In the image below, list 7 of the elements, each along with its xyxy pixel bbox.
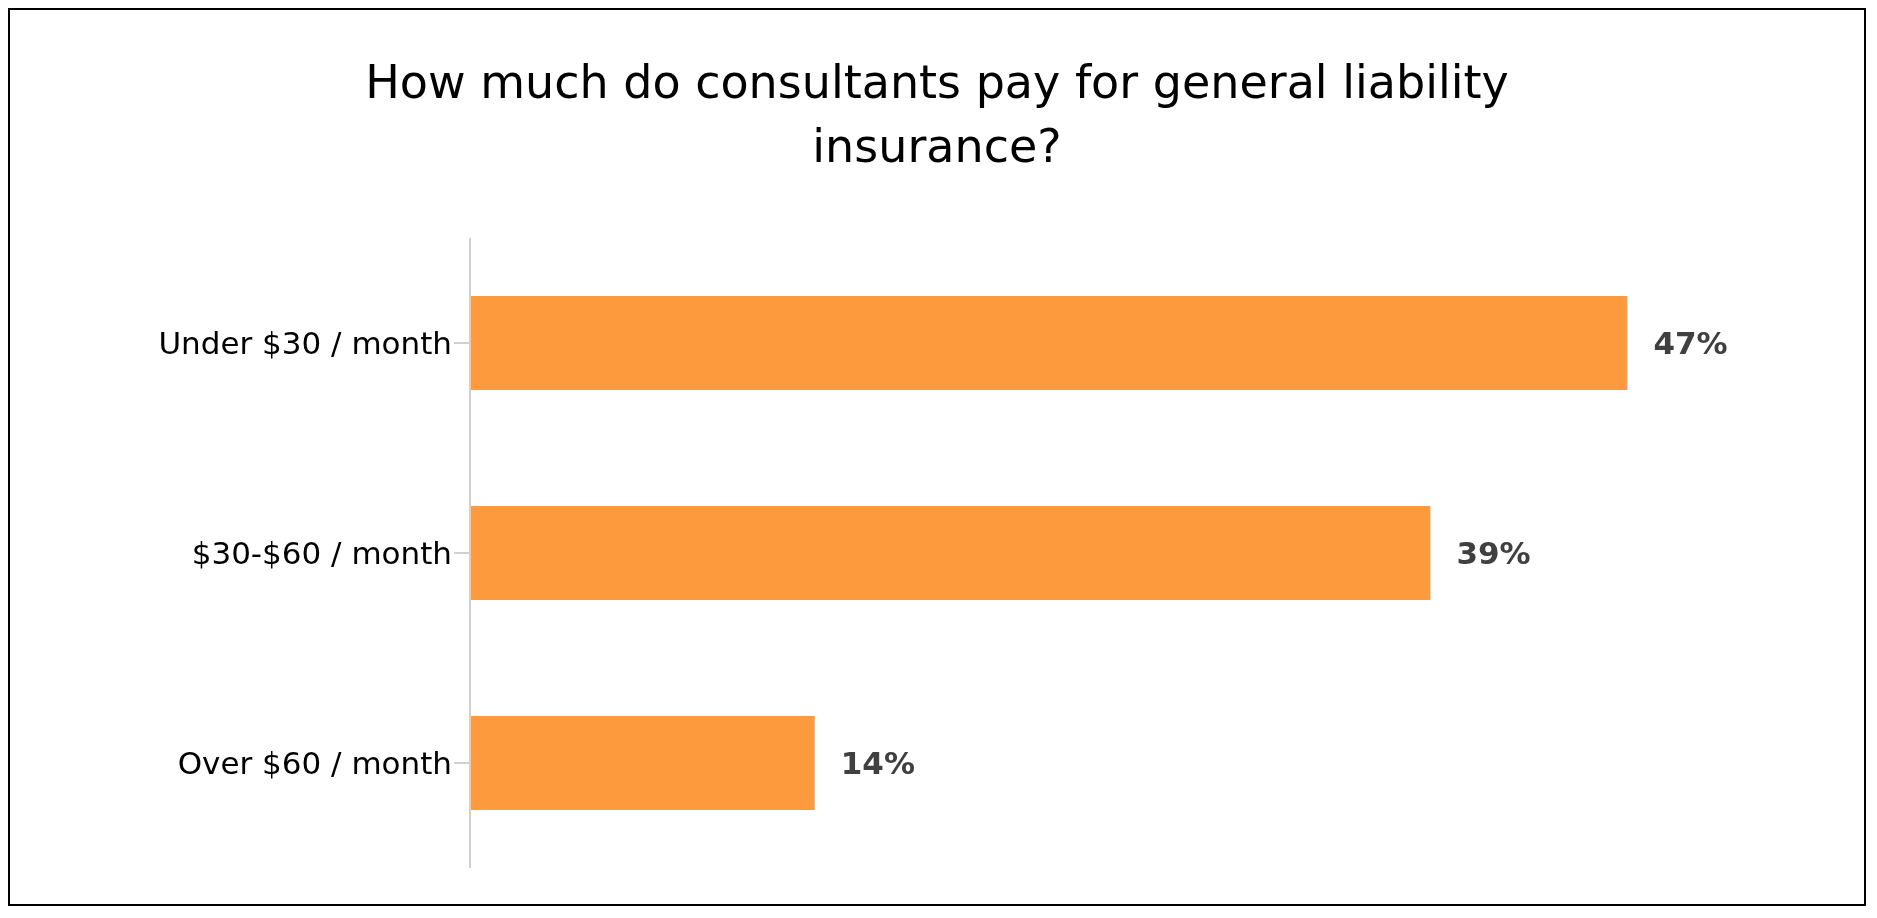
data-label: 14% (840, 745, 915, 782)
data-label: 39% (1456, 535, 1531, 572)
y-tick-label: $30-$60 / month (191, 535, 452, 572)
data-label: 47% (1653, 325, 1728, 362)
chart-title: How much do consultants pay for general liability insurance? (364, 54, 1510, 175)
y-tick-label: Over $60 / month (177, 745, 452, 782)
y-tick-label: Under $30 / month (158, 325, 452, 362)
